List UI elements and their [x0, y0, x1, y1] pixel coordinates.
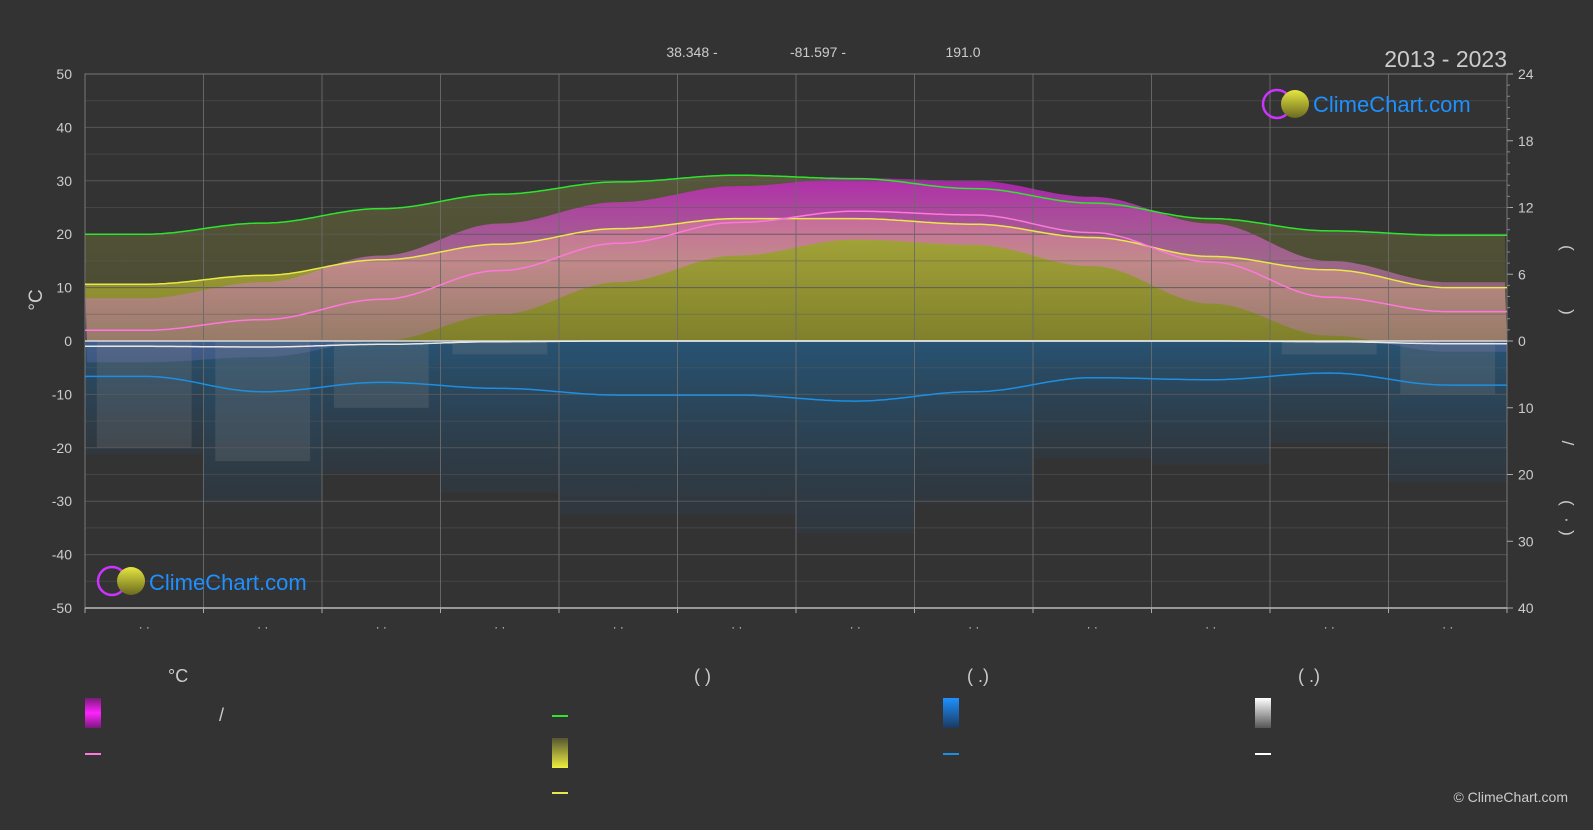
left-tick-label: 30	[56, 173, 72, 189]
x-tick-label: · ·	[494, 620, 505, 634]
brand-logo-top: ClimeChart.com	[1261, 88, 1471, 120]
logo-sun-icon	[117, 567, 145, 595]
right-axis-mark-open: (	[1558, 245, 1577, 251]
right-tick-label: 24	[1518, 66, 1534, 82]
snow-bar	[333, 341, 429, 408]
legend-temp-band-swatch	[85, 698, 101, 728]
left-tick-label: 0	[64, 333, 72, 349]
rain-bar	[559, 341, 678, 514]
logo-text-top: ClimeChart.com	[1313, 92, 1471, 117]
x-tick-label: · ·	[968, 620, 979, 634]
rain-bar	[914, 341, 1033, 504]
x-tick-label: · ·	[257, 620, 268, 634]
x-tick-label: · ·	[1087, 620, 1098, 634]
rain-bar	[440, 341, 559, 493]
right-tick-label: 12	[1518, 200, 1534, 216]
right-tick-label: 30	[1518, 533, 1534, 549]
series-lines	[85, 174, 1507, 402]
left-tick-label: -40	[52, 547, 72, 563]
rain-bar	[85, 341, 204, 455]
rain-bar	[1151, 341, 1270, 465]
legend-rain-header: ( .)	[967, 666, 989, 686]
left-tick-label: -20	[52, 440, 72, 456]
legend: °C / ( ) ( .) ( .)	[85, 666, 1320, 794]
period-title: 2013 - 2023	[1384, 46, 1507, 72]
left-tick-label: -50	[52, 600, 72, 616]
left-tick-label: 10	[56, 280, 72, 296]
right-tick-label: 0	[1518, 333, 1526, 349]
right-tick-label: 40	[1518, 600, 1534, 616]
right-tick-label: 10	[1518, 400, 1534, 416]
rain-bar	[1033, 341, 1152, 459]
x-tick-label: · ·	[1324, 620, 1335, 634]
sunshine-line	[85, 217, 1507, 289]
legend-snow-band-swatch	[1255, 698, 1271, 728]
x-tick-label: · ·	[1442, 620, 1453, 634]
left-tick-label: 40	[56, 119, 72, 135]
rain-bar	[203, 341, 322, 504]
right-tick-label: 6	[1518, 266, 1526, 282]
snow-bar	[1281, 341, 1377, 355]
right-axis-mark-close: )	[1558, 309, 1577, 315]
left-tick-label: -30	[52, 493, 72, 509]
snow-bar	[215, 341, 311, 462]
right-axis-mark-close-lower: )	[1558, 530, 1577, 536]
rain-bar	[1388, 341, 1507, 482]
right-axis: 24 18 12 6 0 10 20 30 40	[1507, 66, 1534, 616]
elevation-label: 191.0	[945, 44, 980, 60]
right-axis-mark-dot: ·	[1558, 517, 1577, 523]
legend-snow-header: ( .)	[1298, 666, 1320, 686]
right-tick-label: 18	[1518, 133, 1534, 149]
left-tick-label: 20	[56, 226, 72, 242]
rain-bar	[796, 341, 915, 534]
rain-bar	[1270, 341, 1389, 444]
daylight-line	[85, 174, 1507, 237]
x-tick-label: · ·	[1205, 620, 1216, 634]
legend-temp-header: °C	[168, 666, 188, 686]
x-tick-label: · ·	[850, 620, 861, 634]
left-axis: 50 40 30 20 10 0 -10 -20 -30 -40 -50	[52, 66, 72, 616]
legend-sun-header: ( )	[694, 666, 711, 686]
legend-temp-separator: /	[219, 705, 224, 725]
longitude-label: -81.597 -	[790, 44, 846, 60]
legend-rain-band-swatch	[943, 698, 959, 728]
snow-line	[85, 340, 1507, 348]
x-axis: · · · · · · · · · · · · · · · · · · · · · · · ·	[84, 608, 1508, 634]
brand-logo-bottom: ClimeChart.com	[96, 565, 307, 597]
left-tick-label: -10	[52, 386, 72, 402]
rain-bar	[677, 341, 796, 514]
logo-sun-icon	[1281, 90, 1309, 118]
left-tick-label: 50	[56, 66, 72, 82]
rain-bar	[322, 341, 441, 474]
latitude-label: 38.348 -	[666, 44, 718, 60]
right-axis-mark-open-lower: (	[1558, 500, 1577, 506]
legend-sunshine-band-swatch	[552, 738, 568, 768]
left-axis-unit: °C	[26, 289, 47, 310]
right-tick-label: 20	[1518, 467, 1534, 483]
x-tick-label: · ·	[139, 620, 150, 634]
temperature-mean-line	[85, 210, 1507, 332]
x-tick-label: · ·	[731, 620, 742, 634]
copyright-text: © ClimeChart.com	[1453, 789, 1568, 805]
rain-line	[85, 372, 1507, 402]
logo-text-bottom: ClimeChart.com	[149, 570, 307, 595]
x-tick-label: · ·	[376, 620, 387, 634]
snow-bar	[452, 341, 548, 355]
right-axis-mark-slash: /	[1558, 441, 1577, 446]
x-tick-label: · ·	[613, 620, 624, 634]
